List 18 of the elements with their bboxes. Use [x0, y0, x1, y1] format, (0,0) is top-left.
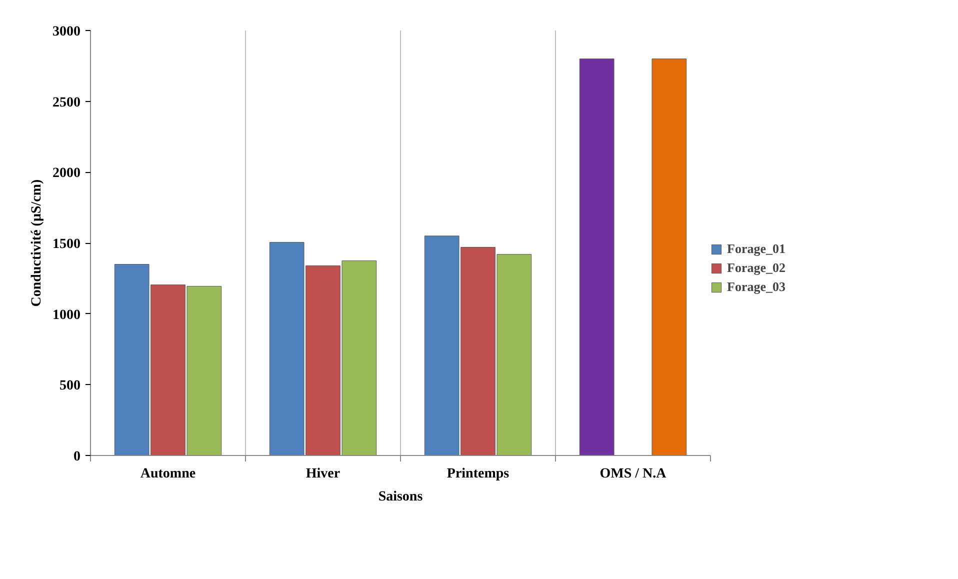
- y-axis-title: Conductivité (µS/cm): [30, 178, 44, 307]
- bar: [579, 58, 614, 456]
- bar: [652, 58, 687, 456]
- legend-label: Forage_01: [727, 241, 786, 257]
- x-tick-label: OMS / N.A: [600, 466, 668, 482]
- y-tick-label: 2500: [52, 95, 80, 110]
- x-tick-label: Printemps: [446, 466, 510, 482]
- x-tick-label: Hiver: [306, 466, 340, 482]
- y-tick-label: 2000: [52, 166, 80, 182]
- y-tick-label: 1000: [52, 308, 80, 323]
- y-tick-label: 0: [74, 450, 80, 464]
- x-axis-title: Saisons: [378, 490, 424, 504]
- y-tick-label: 500: [60, 378, 80, 394]
- y-tick-label: 3000: [52, 24, 80, 40]
- legend-label: Forage_02: [727, 260, 786, 276]
- legend-label: Forage_03: [727, 279, 786, 295]
- x-tick-label: Automne: [140, 466, 196, 482]
- y-tick-label: 1500: [52, 237, 80, 252]
